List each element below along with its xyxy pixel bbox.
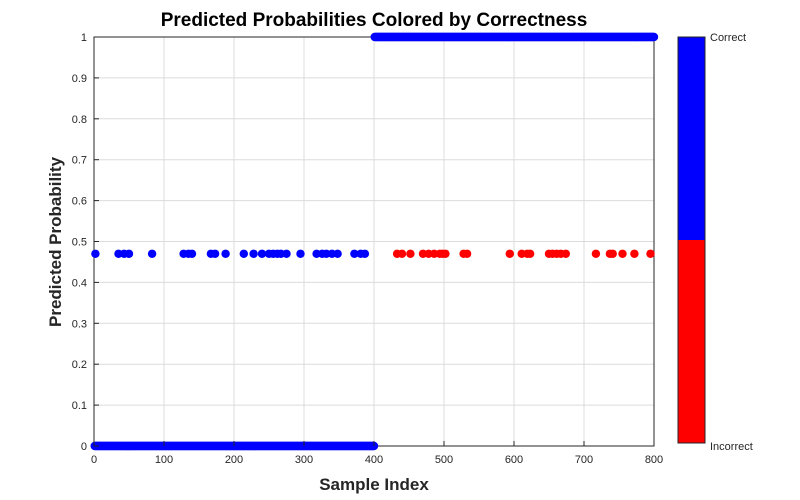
data-point-incorrect (406, 249, 415, 258)
y-tick-label: 0.3 (72, 318, 87, 330)
data-point-incorrect (505, 249, 514, 258)
y-axis-ticks: 0 0.1 0.2 0.3 0.4 0.5 0.6 0.7 0.8 0.9 1 (72, 32, 99, 453)
data-point-incorrect (618, 249, 627, 258)
data-point-correct (221, 249, 230, 258)
colorbar-correct-segment (678, 37, 705, 240)
chart-title: Predicted Probabilities Colored by Corre… (161, 10, 588, 31)
grid (93, 36, 655, 447)
y-tick-label: 0.2 (72, 359, 87, 371)
y-tick-label: 0.1 (72, 400, 87, 412)
data-point-incorrect (462, 249, 472, 258)
data-point-correct (282, 249, 291, 258)
data-point-correct (257, 249, 267, 258)
y-axis-label: Predicted Probability (46, 156, 65, 327)
colorbar-frame (677, 36, 706, 444)
x-axis-ticks: 0 100 200 300 400 500 600 700 800 (91, 441, 663, 466)
y-tick-label: 0.6 (72, 196, 87, 208)
data-point-correct (350, 249, 359, 258)
data-point-correct (333, 249, 342, 258)
data-point-incorrect (630, 249, 639, 258)
x-tick-label: 0 (91, 454, 97, 466)
y-tick-label: 1 (81, 32, 87, 44)
x-tick-label: 700 (575, 454, 593, 466)
data-point-correct (239, 249, 248, 258)
colorbar-label-correct: Correct (710, 32, 746, 44)
y-tick-label: 0.4 (72, 277, 87, 289)
x-tick-label: 100 (155, 454, 173, 466)
data-point-correct (187, 249, 197, 258)
y-tick-label: 0.8 (72, 114, 87, 126)
data-points (90, 32, 659, 451)
data-point-incorrect (608, 249, 617, 258)
x-tick-label: 600 (505, 454, 523, 466)
y-tick-label: 0.5 (72, 237, 87, 249)
data-point-correct (147, 249, 157, 258)
y-tick-label: 0.9 (72, 73, 87, 85)
colorbar-label-incorrect: Incorrect (710, 441, 753, 453)
data-point-incorrect (525, 249, 535, 258)
x-tick-label: 400 (365, 454, 383, 466)
data-point-correct (249, 249, 258, 258)
y-tick-label: 0 (81, 441, 87, 453)
data-point-correct (296, 249, 305, 258)
x-tick-label: 300 (295, 454, 313, 466)
data-point-incorrect (561, 249, 570, 258)
data-point-incorrect (397, 249, 407, 258)
data-point-incorrect (591, 249, 601, 258)
x-axis-label: Sample Index (319, 475, 429, 494)
data-point-correct (649, 32, 659, 42)
data-point-correct (210, 249, 220, 258)
data-point-correct (124, 249, 134, 258)
data-point-correct (360, 249, 370, 258)
data-point-incorrect (441, 249, 450, 258)
data-point-correct (91, 249, 100, 258)
data-point-incorrect (646, 249, 655, 258)
colorbar: Correct Incorrect (677, 32, 753, 453)
colorbar-incorrect-segment (678, 240, 705, 443)
x-tick-label: 200 (225, 454, 243, 466)
x-tick-label: 800 (645, 454, 663, 466)
y-tick-label: 0.7 (72, 155, 87, 167)
x-tick-label: 500 (435, 454, 453, 466)
